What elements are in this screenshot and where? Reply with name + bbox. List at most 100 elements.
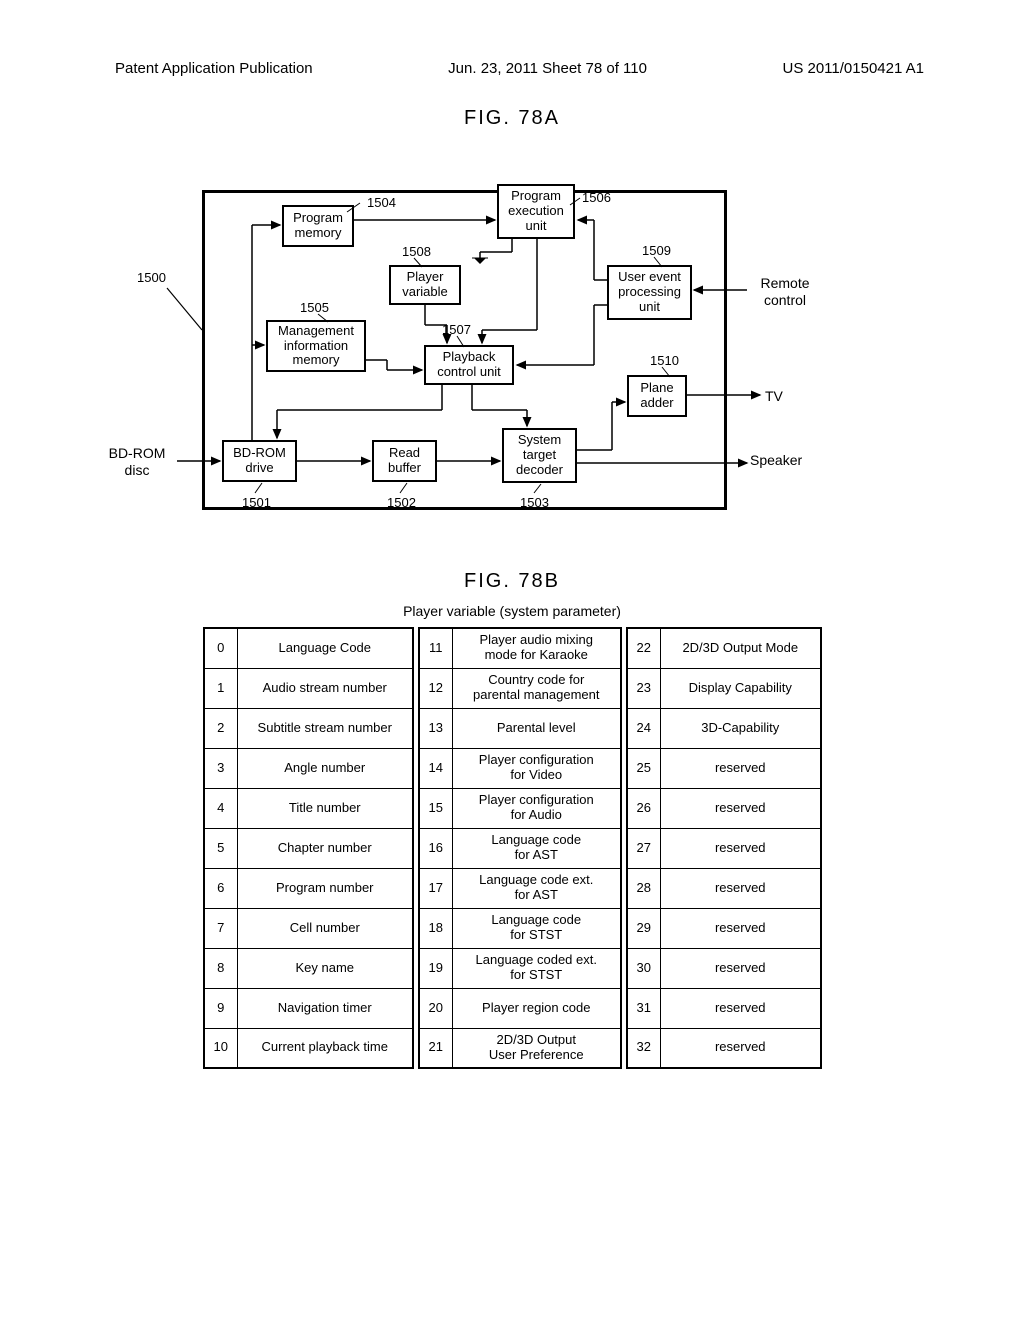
table-row: 17Language code ext. for AST	[419, 868, 621, 908]
param-index: 11	[419, 628, 453, 668]
table-row: 25reserved	[627, 748, 821, 788]
ref-1509: 1509	[642, 243, 671, 258]
plane-adder-block: Plane adder	[627, 375, 687, 417]
param-index: 1	[204, 668, 238, 708]
param-label: Parental level	[453, 708, 621, 748]
param-label: Chapter number	[238, 828, 413, 868]
param-index: 6	[204, 868, 238, 908]
program-exec-block: Program execution unit	[497, 184, 575, 239]
table-row: 13Parental level	[419, 708, 621, 748]
param-label: Player region code	[453, 988, 621, 1028]
param-label: Language Code	[238, 628, 413, 668]
param-label: reserved	[661, 948, 821, 988]
table-row: 23Display Capability	[627, 668, 821, 708]
table-row: 8Key name	[204, 948, 413, 988]
param-label: 2D/3D Output User Preference	[453, 1028, 621, 1068]
table-row: 16Language code for AST	[419, 828, 621, 868]
param-label: Language code ext. for AST	[453, 868, 621, 908]
param-label: Title number	[238, 788, 413, 828]
fig78b-title: FIG. 78B	[0, 570, 1024, 593]
param-label: Player audio mixing mode for Karaoke	[453, 628, 621, 668]
table-row: 0Language Code	[204, 628, 413, 668]
param-index: 13	[419, 708, 453, 748]
param-index: 23	[627, 668, 661, 708]
read-buffer-block: Read buffer	[372, 440, 437, 482]
param-index: 17	[419, 868, 453, 908]
param-label: reserved	[661, 988, 821, 1028]
table-row: 4Title number	[204, 788, 413, 828]
param-index: 18	[419, 908, 453, 948]
table-row: 212D/3D Output User Preference	[419, 1028, 621, 1068]
table-row: 14Player configuration for Video	[419, 748, 621, 788]
param-label: Player configuration for Video	[453, 748, 621, 788]
param-index: 16	[419, 828, 453, 868]
ref-1507: 1507	[442, 322, 471, 337]
param-index: 30	[627, 948, 661, 988]
table-row: 222D/3D Output Mode	[627, 628, 821, 668]
param-label: Display Capability	[661, 668, 821, 708]
param-index: 20	[419, 988, 453, 1028]
ref-1502: 1502	[387, 495, 416, 510]
table-row: 31reserved	[627, 988, 821, 1028]
bdrom-disc-label: BD-ROM disc	[97, 445, 177, 479]
param-index: 32	[627, 1028, 661, 1068]
sys-decoder-block: System target decoder	[502, 428, 577, 483]
ref-1505: 1505	[300, 300, 329, 315]
param-label: reserved	[661, 788, 821, 828]
param-label: Player configuration for Audio	[453, 788, 621, 828]
param-label: Country code for parental management	[453, 668, 621, 708]
table-row: 26reserved	[627, 788, 821, 828]
table-row: 2Subtitle stream number	[204, 708, 413, 748]
param-index: 2	[204, 708, 238, 748]
param-index: 31	[627, 988, 661, 1028]
table-row: 29reserved	[627, 908, 821, 948]
table-row: 9Navigation timer	[204, 988, 413, 1028]
ref-1504: 1504	[367, 195, 396, 210]
param-index: 26	[627, 788, 661, 828]
table-row: 3Angle number	[204, 748, 413, 788]
sp-table-3: 222D/3D Output Mode23Display Capability2…	[626, 627, 822, 1069]
param-index: 15	[419, 788, 453, 828]
table-row: 11Player audio mixing mode for Karaoke	[419, 628, 621, 668]
param-index: 4	[204, 788, 238, 828]
param-index: 25	[627, 748, 661, 788]
playback-ctrl-block: Playback control unit	[424, 345, 514, 385]
fig78b-subtitle: Player variable (system parameter)	[0, 603, 1024, 619]
header-left: Patent Application Publication	[115, 60, 313, 77]
param-index: 5	[204, 828, 238, 868]
sp-table-1: 0Language Code1Audio stream number2Subti…	[203, 627, 414, 1069]
param-index: 0	[204, 628, 238, 668]
table-row: 32reserved	[627, 1028, 821, 1068]
param-index: 28	[627, 868, 661, 908]
param-label: Program number	[238, 868, 413, 908]
table-row: 10Current playback time	[204, 1028, 413, 1068]
tv-label: TV	[765, 388, 783, 405]
table-row: 27reserved	[627, 828, 821, 868]
param-label: Key name	[238, 948, 413, 988]
param-index: 14	[419, 748, 453, 788]
ref-1508: 1508	[402, 244, 431, 259]
program-memory-block: Program memory	[282, 205, 354, 247]
param-label: Language coded ext. for STST	[453, 948, 621, 988]
param-index: 8	[204, 948, 238, 988]
player-var-block: Player variable	[389, 265, 461, 305]
param-label: Language code for AST	[453, 828, 621, 868]
param-label: Cell number	[238, 908, 413, 948]
param-label: Angle number	[238, 748, 413, 788]
param-index: 22	[627, 628, 661, 668]
param-label: 3D-Capability	[661, 708, 821, 748]
speaker-label: Speaker	[750, 452, 802, 469]
mgmt-info-block: Management information memory	[266, 320, 366, 372]
param-index: 19	[419, 948, 453, 988]
table-row: 12Country code for parental management	[419, 668, 621, 708]
fig78a-title: FIG. 78A	[0, 107, 1024, 130]
ref-1500: 1500	[137, 270, 166, 285]
page-header: Patent Application Publication Jun. 23, …	[0, 0, 1024, 77]
table-row: 1Audio stream number	[204, 668, 413, 708]
param-label: Audio stream number	[238, 668, 413, 708]
fig78a-diagram: 1500 Program memory 1504 Program executi…	[142, 170, 882, 540]
ref-1503: 1503	[520, 495, 549, 510]
param-index: 10	[204, 1028, 238, 1068]
bdrom-drive-block: BD-ROM drive	[222, 440, 297, 482]
param-index: 21	[419, 1028, 453, 1068]
